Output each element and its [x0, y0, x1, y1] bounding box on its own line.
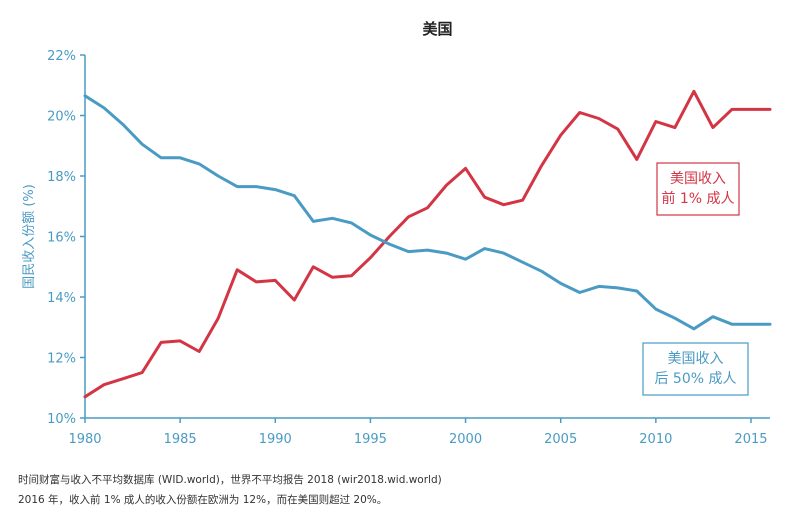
y-tick-label: 10% — [47, 412, 76, 427]
series-label-box-top-1pct — [656, 162, 740, 216]
x-tick-label: 1990 — [259, 432, 292, 447]
y-tick-label: 18% — [47, 170, 76, 185]
y-tick-label: 14% — [47, 291, 76, 306]
y-tick-label: 20% — [47, 110, 76, 125]
series-label-box-bottom-50pct — [642, 342, 749, 396]
series-label: 美国收入 — [670, 171, 726, 187]
series-label: 前 1% 成人 — [661, 190, 734, 207]
series-line-top-1pct — [83, 89, 772, 399]
x-tick-label: 2010 — [639, 432, 672, 447]
x-tick-label: 2000 — [449, 432, 482, 447]
y-tick-label: 22% — [47, 49, 76, 64]
source-note: 时间财富与收入不平均数据库 (WID.world)，世界不平均报告 2018 (… — [18, 474, 442, 486]
series-line-bottom-50pct — [83, 94, 772, 331]
y-tick-label: 12% — [47, 352, 76, 367]
line-chart: 美国 10% 12% 14% 16% 18% 20% 22% 1980 1985 1990 1995 2… — [22, 20, 772, 447]
y-axis-label: 国民收入份额 (%) — [22, 184, 37, 289]
x-tick-label: 1980 — [68, 432, 101, 447]
x-tick-label: 2015 — [734, 432, 767, 447]
x-tick-label: 1995 — [354, 432, 387, 447]
x-tick-label: 2005 — [544, 432, 577, 447]
series-label: 后 50% 成人 — [654, 371, 736, 387]
y-tick-label: 16% — [47, 231, 76, 246]
series-label: 美国收入 — [668, 351, 724, 367]
chart-title: 美国 — [422, 20, 452, 38]
footnote: 2016 年，收入前 1% 成人的收入份额在欧洲为 12%，而在美国则超过 20… — [18, 494, 388, 506]
x-tick-label: 1985 — [164, 432, 197, 447]
